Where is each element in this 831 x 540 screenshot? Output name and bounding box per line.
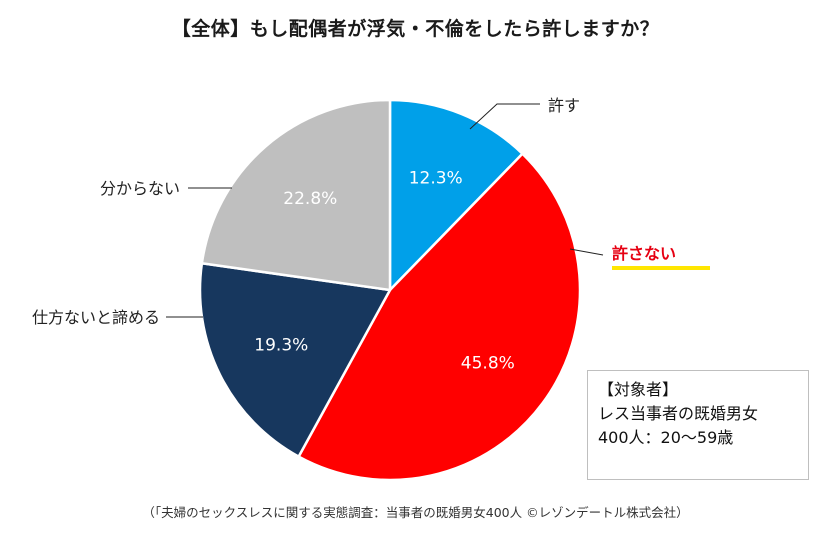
category-label-4: 分からない bbox=[100, 179, 180, 198]
info-box-subject: レス当事者の既婚男女 bbox=[598, 404, 759, 423]
pie-slice-2 bbox=[297, 152, 582, 482]
info-box-count: 400人：20～59歳 bbox=[598, 428, 734, 447]
source-footnote: （「夫婦のセックスレスに関する実態調査：当事者の既婚男女400人 ©レゾンデート… bbox=[142, 505, 689, 520]
chart-title: 【全体】もし配偶者が浮気・不倫をしたら許しますか？ bbox=[171, 18, 660, 40]
category-label-3: 仕方ないと諦める bbox=[32, 308, 160, 327]
slice-value-label-1: 12.3% bbox=[409, 168, 463, 188]
category-label-1: 許す bbox=[548, 96, 580, 115]
respondent-info-box: 【対象者】 レス当事者の既婚男女 400人：20～59歳 bbox=[587, 370, 809, 480]
slice-value-label-2: 45.8% bbox=[461, 353, 515, 373]
pie-slice-1 bbox=[388, 98, 524, 292]
info-box-heading: 【対象者】 bbox=[598, 380, 679, 399]
category-label-2: 許さない bbox=[612, 244, 676, 263]
leader-line-2 bbox=[569, 248, 604, 256]
slice-value-label-3: 19.3% bbox=[254, 335, 308, 355]
slice-value-label-4: 22.8% bbox=[283, 189, 337, 209]
leader-line-1 bbox=[469, 103, 540, 130]
pie-slice-3 bbox=[198, 262, 392, 458]
pie-slice-4 bbox=[200, 98, 392, 292]
